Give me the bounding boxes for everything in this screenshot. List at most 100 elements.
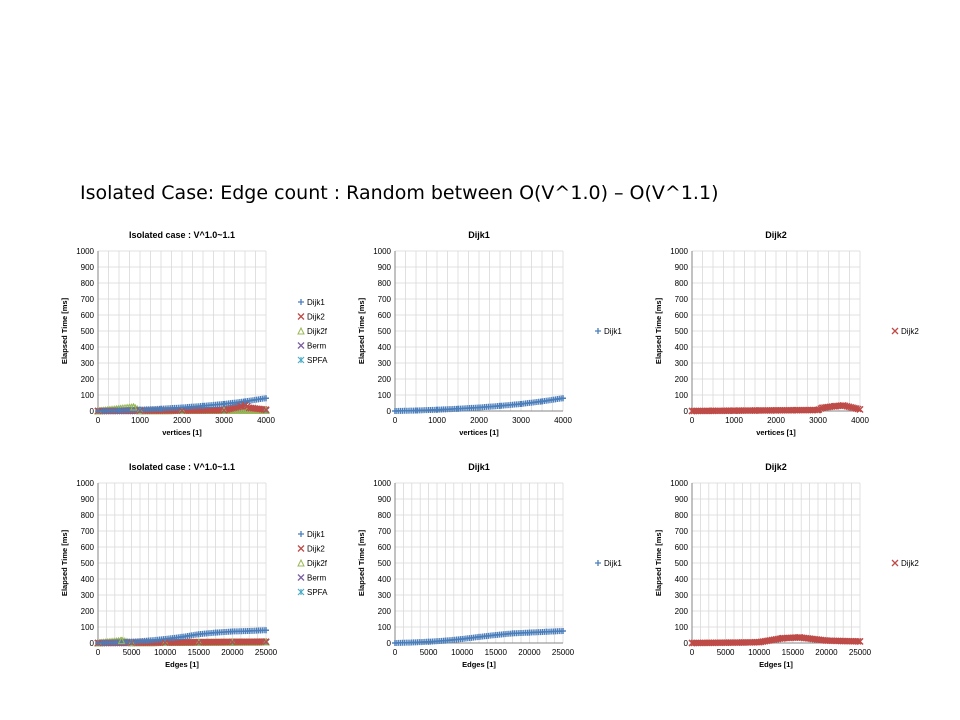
y-tick-label: 500: [675, 327, 689, 336]
series-density-layer: [688, 401, 864, 415]
legend-label: Dijk2: [307, 545, 325, 554]
data-point-dijk1: [539, 398, 545, 405]
data-point-dijk1: [179, 404, 185, 411]
data-point-dijk1: [263, 395, 269, 402]
y-tick-label: 400: [81, 343, 95, 352]
data-point-dijk1: [116, 407, 122, 414]
data-point-dijk2: [856, 405, 864, 413]
data-point-dijk2: [228, 638, 236, 646]
legend-marker: [595, 328, 601, 334]
data-point-dijk2: [705, 639, 713, 647]
chart-title: Isolated case : V^1.0~1.1: [129, 230, 235, 240]
x-tick-label: 3000: [512, 416, 530, 425]
y-tick-label: 500: [378, 559, 392, 568]
y-tick-label: 100: [675, 623, 689, 632]
legend-item-dijk2f: Dijk2f: [297, 558, 328, 568]
data-point-dijk2: [722, 639, 730, 647]
data-point-dijk1: [425, 638, 432, 645]
data-point-dijk2: [856, 637, 864, 645]
legend-label: Berm: [307, 342, 326, 351]
y-tick-label: 800: [675, 511, 689, 520]
y-tick-label: 900: [378, 263, 392, 272]
data-point-dijk1: [263, 627, 269, 634]
y-axis-label: Elapsed Time [ms]: [60, 297, 69, 364]
data-point-dijk2: [796, 633, 803, 641]
y-tick-label: 0: [387, 639, 392, 648]
y-tick-label: 200: [675, 607, 689, 616]
chart-title: Dijk1: [468, 230, 490, 240]
data-point-dijk2f: [178, 406, 186, 415]
data-point-dijk2f: [194, 638, 203, 646]
data-point-dijk2: [220, 406, 228, 414]
y-axis-label: Elapsed Time [ms]: [357, 529, 366, 596]
legend-marker: [891, 327, 899, 335]
data-point-dijk2: [688, 639, 696, 647]
legend-label: Dijk1: [604, 327, 622, 336]
data-point-dijk2: [245, 404, 253, 412]
data-point-dijk2: [831, 402, 839, 410]
x-tick-label: 0: [690, 416, 695, 425]
y-tick-label: 400: [675, 343, 689, 352]
x-tick-label: 20000: [221, 648, 244, 657]
data-point-dijk2: [161, 639, 169, 646]
legend-item-dijk2f: Dijk2f: [297, 326, 328, 336]
x-tick-label: 2000: [173, 416, 191, 425]
data-point-dijk2: [262, 406, 270, 414]
chart-svg-v-dijk2: Dijk2 0 100 200 300 400 500 600 700 800 900 1000 0 10…: [654, 230, 919, 437]
y-tick-label: 1000: [670, 479, 688, 488]
legend-item-dijk1: Dijk1: [595, 327, 622, 336]
data-point-dijk1: [221, 400, 227, 407]
x-tick-label: 1000: [428, 416, 446, 425]
legend-label: SPFA: [307, 588, 328, 597]
data-point-dijk2: [241, 401, 249, 409]
y-tick-label: 500: [81, 559, 95, 568]
x-tick-label: 15000: [188, 648, 211, 657]
x-tick-label: 5000: [420, 648, 438, 657]
data-point-dijk1: [246, 628, 253, 634]
x-tick-label: 4000: [554, 416, 572, 425]
legend-item-dijk2: Dijk2: [297, 545, 325, 554]
chart-title: Dijk2: [765, 462, 787, 472]
x-tick-label: 2000: [767, 416, 785, 425]
y-tick-label: 800: [675, 279, 689, 288]
chart-vertices-all: Isolated case : V^1.0~1.1 0 100 200 300 400 50…: [58, 225, 348, 443]
legend-marker: [297, 313, 305, 320]
chart-edges-dijk2: Dijk2 0 100 200 300 400 500 600 700 800 900 1000 0 50…: [652, 457, 942, 675]
data-point-dijk2: [178, 407, 186, 414]
legend-marker: [298, 531, 304, 537]
data-point-dijk1: [509, 630, 516, 637]
y-tick-label: 300: [378, 359, 392, 368]
data-point-dijk1: [543, 628, 550, 635]
data-point-dijk1: [518, 400, 524, 407]
y-tick-label: 200: [378, 607, 392, 616]
y-tick-label: 100: [675, 391, 689, 400]
y-tick-label: 400: [675, 575, 689, 584]
chart-title: Dijk2: [765, 230, 787, 240]
x-tick-label: 4000: [851, 416, 869, 425]
legend-label: SPFA: [307, 356, 328, 365]
data-point-dijk2: [772, 406, 780, 414]
x-tick-label: 0: [393, 648, 398, 657]
data-point-dijk2: [839, 401, 847, 409]
data-point-dijk2: [195, 638, 203, 646]
data-point-dijk1: [128, 638, 135, 645]
data-point-dijk1: [492, 632, 499, 638]
y-tick-label: 700: [378, 527, 392, 536]
y-tick-label: 300: [81, 359, 95, 368]
legend-marker: [891, 559, 899, 567]
x-axis-label: vertices [1]: [162, 428, 202, 437]
y-axis-label: Elapsed Time [ms]: [357, 297, 366, 364]
data-point-dijk2f: [220, 406, 228, 414]
y-axis-label: Elapsed Time [ms]: [654, 529, 663, 596]
data-point-dijk2: [688, 407, 696, 415]
y-tick-label: 100: [81, 623, 95, 632]
legend-marker: [297, 326, 305, 335]
y-tick-label: 100: [378, 391, 392, 400]
series-dijk2: [94, 638, 270, 647]
y-tick-label: 0: [684, 407, 689, 416]
data-point-dijk2: [779, 634, 787, 642]
chart-edges-dijk1: Dijk1 0 100 200 300 400 500 600 700 800 900 1000 0 50…: [355, 457, 645, 675]
legend-label: Dijk2f: [307, 327, 328, 336]
y-tick-label: 900: [378, 495, 392, 504]
